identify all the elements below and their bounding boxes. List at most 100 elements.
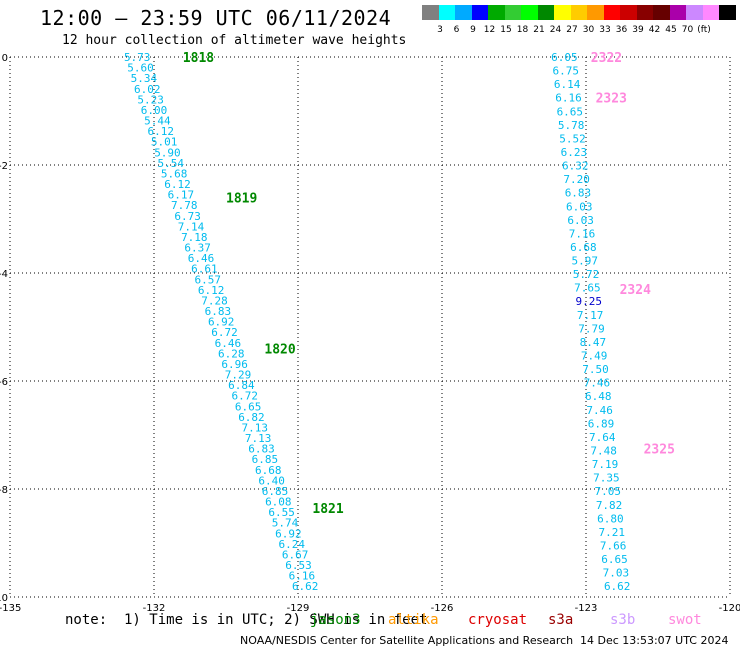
color-scale-label: 18 bbox=[516, 25, 529, 35]
color-scale-swatch bbox=[636, 5, 654, 20]
wave-height-label: 7.18 bbox=[181, 231, 208, 244]
wave-height-label: 5.78 bbox=[558, 119, 585, 132]
y-tick-label: -10 bbox=[0, 593, 8, 604]
pass-time-label: 1820 bbox=[264, 343, 295, 358]
color-scale-swatch bbox=[603, 5, 621, 20]
wave-height-label: 7.49 bbox=[581, 350, 608, 363]
color-scale-label: (ft) bbox=[697, 25, 711, 35]
generated-timestamp: 14 Dec 13:53:07 UTC 2024 bbox=[580, 634, 729, 647]
wave-height-label: 6.08 bbox=[265, 496, 292, 509]
wave-height-label: 6.85 bbox=[262, 485, 289, 498]
wave-height-label: 6.92 bbox=[208, 316, 235, 329]
wave-height-label: 6.68 bbox=[570, 241, 597, 254]
color-scale-label: 30 bbox=[582, 25, 595, 35]
wave-height-label: 7.03 bbox=[603, 567, 630, 580]
x-tick-label: -135 bbox=[0, 603, 21, 614]
note-text: note: 1) Time is in UTC; 2) SWH is in fe… bbox=[65, 612, 428, 628]
wave-height-label: 7.64 bbox=[589, 431, 616, 444]
color-scale-label: 39 bbox=[632, 25, 644, 35]
wave-height-label: 7.16 bbox=[569, 227, 596, 240]
color-scale-swatch bbox=[669, 5, 687, 20]
wave-height-label: 6.12 bbox=[198, 284, 225, 297]
wave-height-label: 7.20 bbox=[563, 173, 590, 186]
x-tick-label: -126 bbox=[431, 603, 454, 614]
wave-height-label: 6.72 bbox=[211, 326, 238, 339]
y-tick-label: -8 bbox=[0, 485, 8, 496]
wave-height-label: 6.23 bbox=[561, 146, 588, 159]
color-scale-swatch bbox=[554, 5, 571, 20]
wave-height-label: 6.55 bbox=[268, 506, 295, 519]
wave-height-label: 7.28 bbox=[201, 294, 228, 307]
wave-height-label: 6.61 bbox=[191, 263, 218, 276]
color-scale-label: 3 bbox=[437, 25, 443, 35]
pass-time-label: 2324 bbox=[620, 283, 651, 298]
wave-height-label: 6.73 bbox=[174, 210, 201, 223]
color-scale-swatch bbox=[422, 5, 439, 20]
wave-height-label: 7.82 bbox=[596, 499, 623, 512]
wave-height-label: 6.72 bbox=[231, 390, 258, 403]
wave-height-label: 6.65 bbox=[601, 553, 628, 566]
wave-height-label: 6.83 bbox=[205, 305, 232, 318]
wave-height-label: 5.97 bbox=[571, 255, 598, 268]
color-scale-label: 21 bbox=[533, 25, 545, 35]
pass-time-label: 2323 bbox=[596, 92, 627, 107]
wave-height-label: 6.65 bbox=[557, 105, 584, 118]
pass-time-label: 1821 bbox=[312, 502, 343, 517]
wave-height-label: 5.23 bbox=[137, 93, 164, 106]
wave-height-label: 6.80 bbox=[597, 512, 624, 525]
wave-height-label: 6.92 bbox=[275, 527, 302, 540]
wave-height-label: 7.14 bbox=[178, 220, 205, 233]
wave-height-label: 7.66 bbox=[600, 539, 627, 552]
x-tick-label: -129 bbox=[287, 603, 310, 614]
color-scale-label: 12 bbox=[483, 25, 496, 35]
wave-height-label: 6.62 bbox=[604, 580, 631, 593]
y-tick-label: -4 bbox=[0, 269, 8, 280]
wave-height-label: 6.40 bbox=[258, 474, 285, 487]
credit-text: NOAA/NESDIS Center for Satellite Applica… bbox=[240, 634, 574, 647]
wave-height-label: 7.50 bbox=[582, 363, 609, 376]
color-scale-swatch bbox=[455, 5, 472, 20]
y-tick-label: -6 bbox=[0, 377, 8, 388]
wave-height-label: 6.32 bbox=[562, 160, 589, 173]
wave-height-label: 6.16 bbox=[555, 92, 582, 105]
wave-height-label: 6.53 bbox=[285, 559, 312, 572]
color-scale-swatch bbox=[488, 5, 505, 20]
wave-height-label: 6.14 bbox=[554, 78, 581, 91]
wave-height-label: 6.24 bbox=[279, 538, 306, 551]
wave-height-label: 7.13 bbox=[242, 421, 269, 434]
wave-height-label: 6.96 bbox=[221, 358, 248, 371]
color-scale-swatch bbox=[653, 5, 670, 20]
wave-height-label: 6.57 bbox=[195, 273, 222, 286]
color-scale-swatch bbox=[471, 5, 489, 20]
wave-height-label: 5.54 bbox=[158, 157, 185, 170]
wave-height-label: 7.79 bbox=[578, 322, 605, 335]
pass-time-label: 1819 bbox=[226, 191, 257, 206]
wave-height-label: 5.44 bbox=[144, 115, 171, 128]
wave-height-label: 5.73 bbox=[124, 51, 151, 64]
color-scale-label: 15 bbox=[500, 25, 512, 35]
color-scale-label: 45 bbox=[665, 25, 677, 35]
wave-height-label: 8.47 bbox=[580, 336, 607, 349]
color-scale-swatch bbox=[438, 5, 456, 20]
wave-height-label: 6.46 bbox=[215, 337, 242, 350]
wave-height-label: 7.35 bbox=[593, 472, 620, 485]
color-scale-label: 9 bbox=[470, 25, 476, 35]
x-tick-label: -120 bbox=[719, 603, 740, 614]
wave-height-label: 6.62 bbox=[292, 580, 319, 593]
color-scale-swatch bbox=[620, 5, 637, 20]
wave-height-label: 7.46 bbox=[586, 404, 613, 417]
wave-height-label: 6.84 bbox=[228, 379, 255, 392]
chart-title: 12:00 – 23:59 UTC 06/11/2024 bbox=[40, 6, 392, 30]
color-scale-swatch bbox=[587, 5, 604, 20]
wave-height-label: 6.75 bbox=[553, 65, 580, 78]
color-scale-label: 24 bbox=[549, 25, 562, 35]
wave-height-label: 7.29 bbox=[225, 369, 252, 382]
wave-height-label: 6.03 bbox=[567, 214, 594, 227]
wave-height-label: 5.34 bbox=[131, 72, 158, 85]
color-scale-swatch bbox=[702, 5, 720, 20]
y-tick-label: -2 bbox=[0, 161, 8, 172]
color-scale-swatch bbox=[570, 5, 588, 20]
wave-height-label: 9.25 bbox=[576, 295, 603, 308]
wave-height-label: 5.52 bbox=[559, 132, 586, 145]
